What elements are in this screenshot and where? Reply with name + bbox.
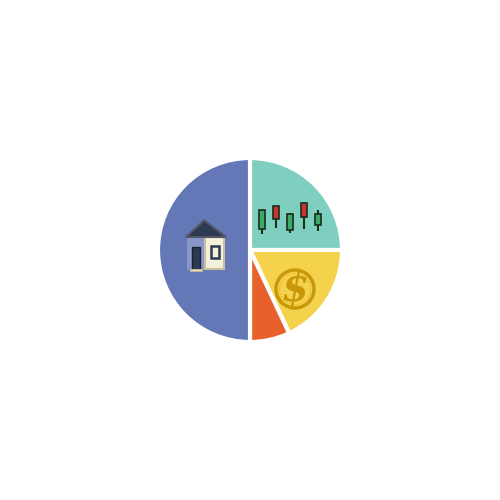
Circle shape (297, 273, 298, 274)
Circle shape (279, 288, 280, 290)
Circle shape (281, 296, 282, 298)
Circle shape (308, 280, 309, 281)
Circle shape (304, 276, 306, 278)
Bar (287, 214, 293, 230)
Bar (301, 203, 307, 217)
Circle shape (276, 270, 314, 308)
Circle shape (280, 294, 281, 295)
Circle shape (310, 291, 311, 292)
Circle shape (286, 302, 288, 303)
Bar (190, 269, 202, 271)
Circle shape (304, 300, 306, 302)
Text: $: $ (282, 270, 308, 308)
Circle shape (308, 296, 309, 298)
Wedge shape (250, 250, 289, 342)
Circle shape (292, 273, 293, 274)
Wedge shape (250, 250, 342, 333)
Circle shape (302, 275, 304, 276)
Circle shape (279, 291, 280, 292)
Wedge shape (158, 158, 250, 342)
Circle shape (310, 286, 311, 287)
Circle shape (310, 288, 311, 290)
Bar (273, 206, 279, 219)
Circle shape (300, 303, 301, 304)
Bar (192, 247, 200, 269)
Circle shape (279, 286, 280, 287)
Polygon shape (186, 220, 226, 237)
Circle shape (309, 294, 310, 295)
Circle shape (286, 275, 288, 276)
Circle shape (281, 280, 282, 281)
Bar (204, 237, 224, 269)
Circle shape (292, 304, 293, 305)
Circle shape (282, 278, 284, 280)
Circle shape (289, 274, 290, 275)
Bar (212, 246, 219, 258)
Circle shape (294, 304, 296, 305)
Circle shape (284, 300, 286, 302)
Circle shape (284, 276, 286, 278)
Bar (259, 210, 265, 229)
Bar (188, 237, 204, 269)
Bar (315, 214, 321, 225)
Circle shape (302, 302, 304, 303)
Circle shape (306, 298, 308, 300)
Circle shape (297, 304, 298, 305)
Circle shape (294, 273, 296, 274)
Circle shape (280, 283, 281, 284)
Circle shape (289, 303, 290, 304)
Circle shape (282, 298, 284, 300)
Circle shape (300, 274, 301, 275)
Circle shape (309, 283, 310, 284)
Wedge shape (250, 158, 342, 250)
Circle shape (306, 278, 308, 280)
